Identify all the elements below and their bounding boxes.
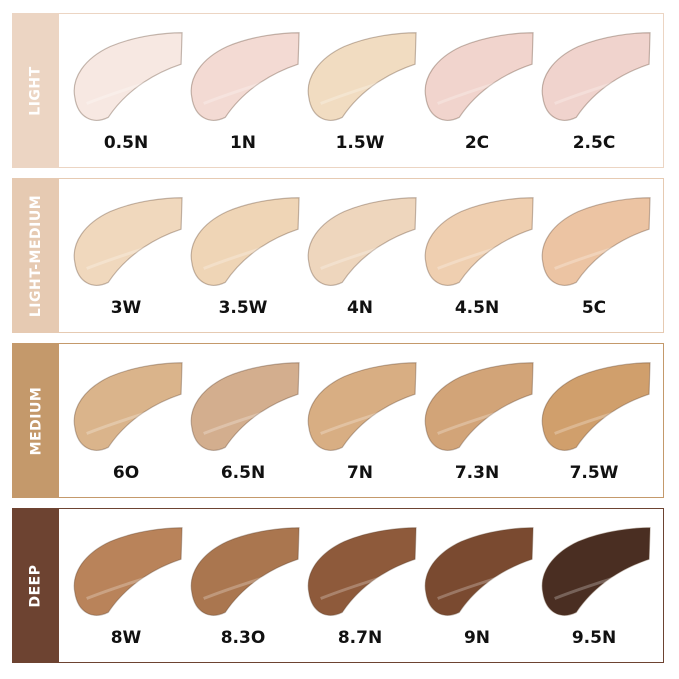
shade-swatch[interactable]: 9N [418, 521, 536, 656]
swatch-smear [190, 527, 300, 616]
swatch-smear [190, 362, 300, 451]
group-label-strip: DEEP [13, 509, 59, 662]
shade-label: 9.5N [571, 628, 617, 648]
shade-swatch[interactable]: 7N [301, 356, 419, 491]
shade-label: 5C [581, 298, 607, 318]
shade-label: 4N [346, 298, 374, 318]
swatch-smear [190, 32, 300, 121]
shade-swatch[interactable]: 2C [418, 26, 536, 161]
group-label: DEEP [27, 563, 44, 608]
shade-label: 8W [110, 628, 142, 648]
swatch-smear [541, 362, 651, 451]
swatch-smear [73, 32, 183, 121]
shade-swatch[interactable]: 9.5N [535, 521, 653, 656]
shade-label: 0.5N [103, 133, 149, 153]
shade-swatch[interactable]: 2.5C [535, 26, 653, 161]
swatch-smear [541, 32, 651, 121]
shade-group-light-medium: LIGHT-MEDIUM 3W 3.5W 4N 4.5N 5C [12, 178, 664, 333]
swatch-smear [424, 527, 534, 616]
shade-group-light: LIGHT 0.5N 1N 1.5W 2C 2.5C [12, 13, 664, 168]
swatch-smear [307, 197, 417, 286]
shade-label: 7.5W [569, 463, 619, 483]
shade-swatch[interactable]: 5C [535, 191, 653, 326]
shade-label: 2.5C [572, 133, 616, 153]
shade-swatch[interactable]: 1.5W [301, 26, 419, 161]
shade-group-deep: DEEP 8W 8.3O 8.7N 9N 9.5N [12, 508, 664, 663]
swatch-smear [307, 362, 417, 451]
shade-label: 9N [463, 628, 491, 648]
shade-swatch[interactable]: 8W [67, 521, 185, 656]
swatch-smear [424, 362, 534, 451]
shade-label: 6.5N [220, 463, 266, 483]
swatch-smear [73, 197, 183, 286]
shade-label: 3W [110, 298, 142, 318]
shade-swatch[interactable]: 4.5N [418, 191, 536, 326]
shade-swatch[interactable]: 0.5N [67, 26, 185, 161]
swatch-smear [307, 527, 417, 616]
shade-label: 3.5W [218, 298, 268, 318]
group-label-strip: LIGHT-MEDIUM [13, 179, 59, 332]
shade-swatch[interactable]: 3W [67, 191, 185, 326]
group-label-strip: MEDIUM [13, 344, 59, 497]
shade-group-medium: MEDIUM 6O 6.5N 7N 7.3N 7.5W [12, 343, 664, 498]
shade-label: 8.7N [337, 628, 383, 648]
swatch-smear [424, 197, 534, 286]
shade-swatch[interactable]: 8.3O [184, 521, 302, 656]
shade-swatch[interactable]: 6O [67, 356, 185, 491]
swatch-smear [424, 32, 534, 121]
shade-swatch[interactable]: 7.3N [418, 356, 536, 491]
swatch-smear [73, 527, 183, 616]
shade-label: 8.3O [220, 628, 266, 648]
shade-label: 7N [346, 463, 374, 483]
shade-label: 6O [112, 463, 140, 483]
shade-label: 2C [464, 133, 490, 153]
group-label-strip: LIGHT [13, 14, 59, 167]
shade-swatch[interactable]: 6.5N [184, 356, 302, 491]
shade-swatch[interactable]: 1N [184, 26, 302, 161]
shade-label: 1.5W [335, 133, 385, 153]
swatch-smear [541, 197, 651, 286]
swatch-smear [541, 527, 651, 616]
swatch-smear [190, 197, 300, 286]
swatch-smear [307, 32, 417, 121]
shade-swatch[interactable]: 7.5W [535, 356, 653, 491]
shade-swatch[interactable]: 4N [301, 191, 419, 326]
group-label: LIGHT [28, 65, 45, 116]
shade-swatch[interactable]: 3.5W [184, 191, 302, 326]
group-label: LIGHT-MEDIUM [28, 194, 45, 317]
shade-label: 7.3N [454, 463, 500, 483]
swatch-smear [73, 362, 183, 451]
group-label: MEDIUM [28, 386, 44, 455]
shade-label: 4.5N [454, 298, 500, 318]
shade-label: 1N [229, 133, 257, 153]
shade-swatch[interactable]: 8.7N [301, 521, 419, 656]
